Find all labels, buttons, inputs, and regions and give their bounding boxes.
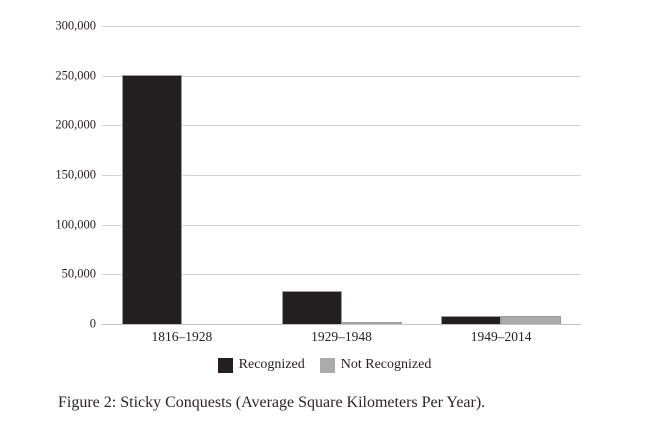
legend-label: Not Recognized [340,357,432,372]
legend-item: Not Recognized [319,357,432,373]
y-tick-label: 50,000 [61,266,96,281]
gridline [102,125,581,127]
y-tick-label: 300,000 [55,18,96,33]
x-tick-label: 1949–2014 [470,329,532,344]
y-tick-label: 200,000 [55,117,96,132]
bar-group [281,26,402,324]
legend-swatch-recognized [217,357,233,373]
legend-label: Recognized [238,357,305,372]
y-tick-label: 150,000 [55,167,96,182]
x-tick-label: 1929–1948 [311,329,372,344]
bar-recognized [121,74,182,324]
chart-legend: Recognized Not Recognized [0,357,649,373]
y-tick-label: 100,000 [55,217,96,232]
y-tick-label: 250,000 [55,68,96,83]
legend-swatch-not-recognized [319,357,335,373]
bar-not-recognized [501,316,562,324]
y-axis: 300,000 250,000 200,000 150,000 100,000 50,00… [0,19,96,331]
gridline [102,175,581,176]
bar-group [121,26,242,324]
bar-recognized [281,291,342,324]
gridline [102,274,581,276]
gridline [102,324,581,325]
gridline [102,26,581,27]
x-axis: 1816–1928 1929–1948 1949–2014 [102,329,581,349]
legend-item: Recognized [217,357,305,373]
bar-recognized [441,315,502,324]
figure-caption: Figure 2: Sticky Conquests (Average Squa… [58,394,486,411]
plot-area [102,26,581,325]
bar-not-recognized [341,321,402,324]
x-tick-label: 1816–1928 [151,329,213,344]
gridline [102,75,581,77]
gridline [102,224,581,226]
y-tick-label: 0 [89,316,96,331]
bar-group [441,26,562,324]
